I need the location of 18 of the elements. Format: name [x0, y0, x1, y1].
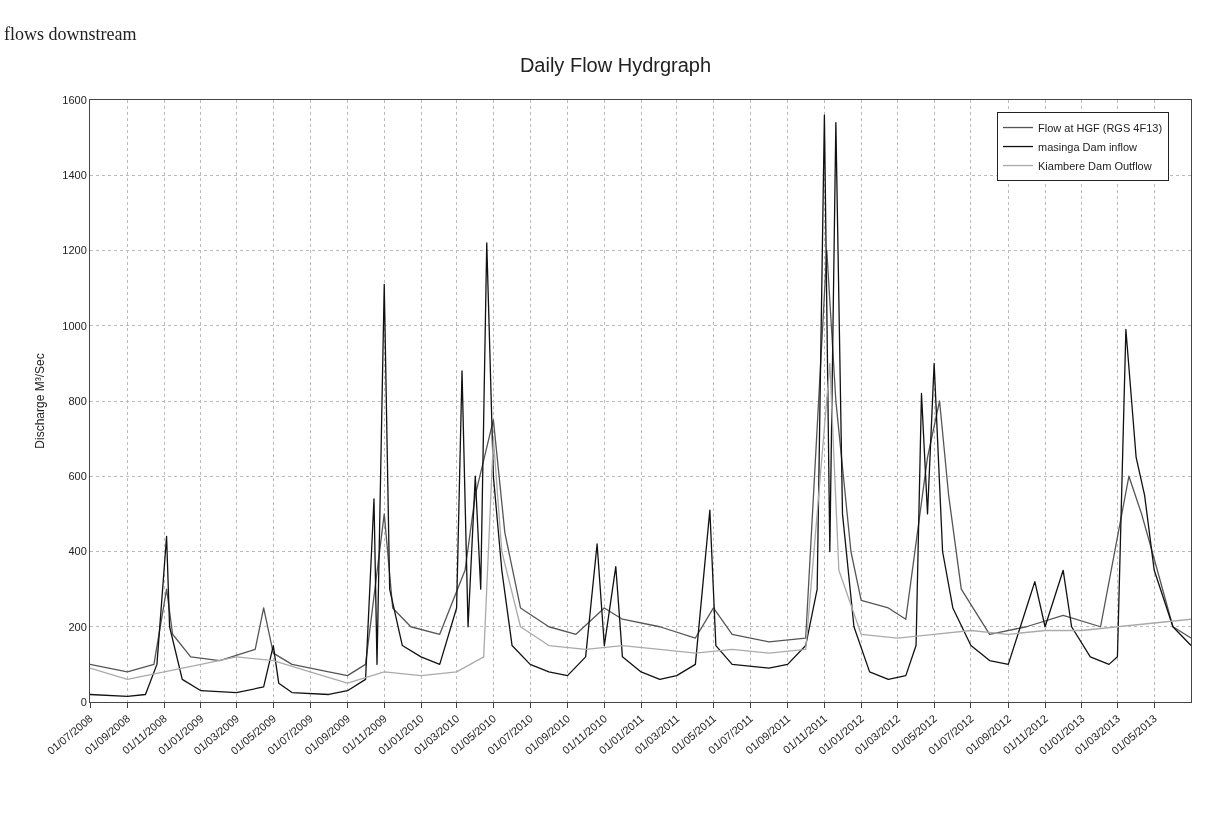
- text: flows downstream: [4, 24, 137, 44]
- legend-label: Flow at HGF (RGS 4F13): [1037, 121, 1163, 134]
- y-tick-label: 1000: [62, 319, 87, 332]
- chart-title: Daily Flow Hydrgraph: [519, 54, 712, 77]
- y-tick-label: 800: [68, 394, 87, 407]
- legend-label: Kiambere Dam Outflow: [1037, 159, 1152, 172]
- line-series: [90, 249, 1191, 677]
- legend-label: masinga Dam inflow: [1037, 140, 1138, 153]
- y-tick-label: 600: [68, 470, 87, 483]
- y-tick-label: 400: [68, 545, 87, 558]
- y-tick-label: 1200: [62, 244, 87, 257]
- y-tick-label: 0: [80, 695, 87, 708]
- line-series: [90, 362, 1191, 684]
- y-tick-label: 200: [68, 620, 87, 633]
- y-tick-label: 1600: [62, 93, 87, 106]
- y-axis-title: Discharge M³/Sec: [32, 353, 47, 449]
- y-tick-label: 1400: [62, 169, 87, 182]
- line-series: [90, 114, 1191, 698]
